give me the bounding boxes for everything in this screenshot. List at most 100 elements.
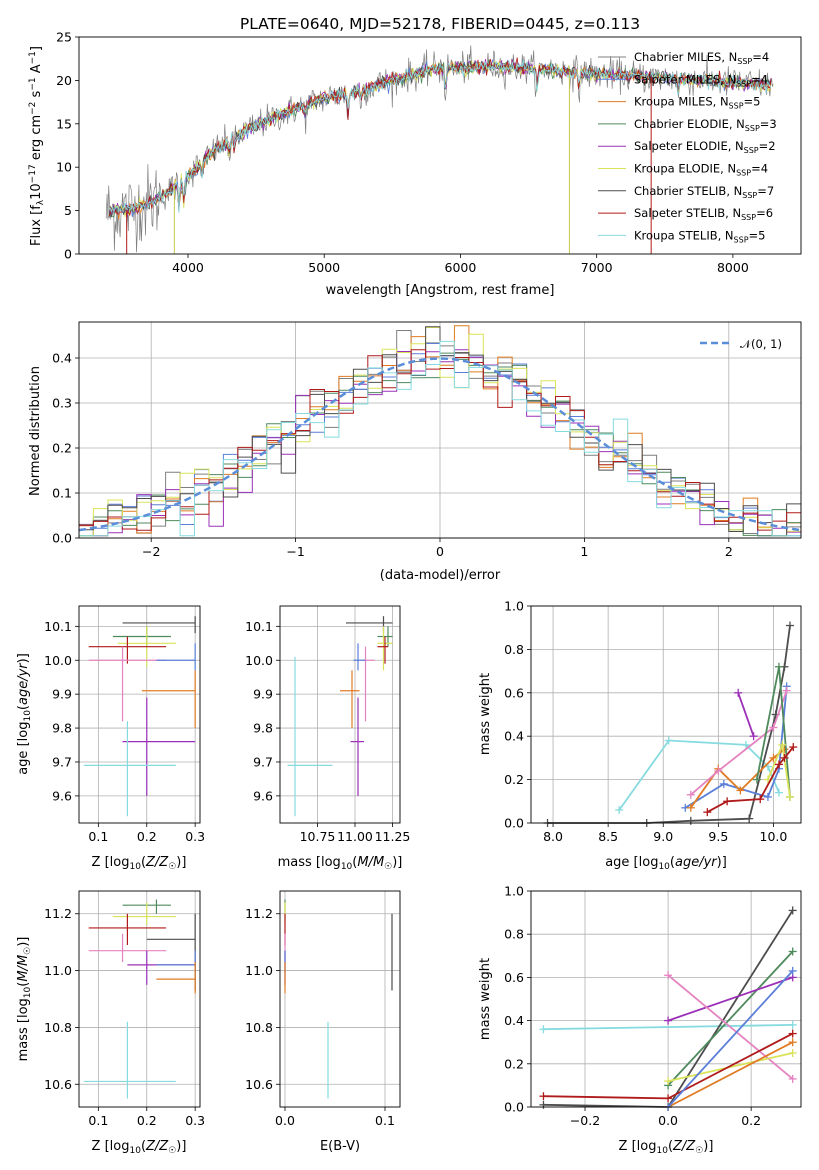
legend-entry: Salpeter STELIB, NSSP=6: [634, 206, 773, 222]
residual-ylabel: Normed distribution: [28, 366, 43, 496]
spectrum-ytick-label: 25: [56, 30, 72, 45]
age-vs-z-ylabel: age [log10(age/yr)]: [16, 653, 33, 775]
mass-vs-ebv-ytick-label: 10.6: [245, 1077, 273, 1092]
weight-vs-z-line: [667, 950, 794, 1087]
legend-entry: Chabrier ELODIE, NSSP=3: [634, 117, 777, 133]
weight-vs-age-line: [690, 690, 788, 796]
mass-vs-ebv-ytick-label: 11.2: [245, 906, 273, 921]
age-vs-mass-ytick-label: 10.1: [245, 619, 273, 634]
age-vs-mass-frame: [279, 605, 401, 824]
spectrum-model-line: [108, 60, 772, 214]
residual-frame: [78, 321, 802, 539]
spectrum-ytick-label: 15: [56, 116, 72, 131]
weight-vs-age-xtick-label: 9.0: [653, 829, 673, 844]
age-vs-mass-ytick-label: 10.0: [245, 653, 273, 668]
spectrum-xtick-label: 6000: [445, 260, 477, 275]
weight-vs-age-ytick-label: 0.2: [504, 772, 524, 787]
spectrum-xtick-label: 7000: [581, 260, 613, 275]
weight-vs-age-xtick-label: 8.0: [543, 829, 563, 844]
weight-vs-age-ytick-label: 0.8: [504, 642, 524, 657]
age-vs-z-ytick-label: 9.7: [52, 754, 72, 769]
mass-vs-z-ytick-label: 10.8: [44, 1020, 72, 1035]
mass-vs-z-xlabel: Z [log10(Z/Z☉)]: [92, 1139, 187, 1156]
residual-panel: −2 −1 0 1 2 0.0 0.1 0.2 0.3 0.4: [52, 321, 802, 559]
age-vs-z-xtick-label: 0.3: [185, 829, 205, 844]
mass-vs-ebv-frame: [279, 890, 401, 1108]
weight-vs-z-ytick-label: 0.4: [504, 1013, 524, 1028]
weight-vs-z-line: [667, 974, 794, 1080]
weight-vs-age-xtick-label: 10.0: [760, 829, 788, 844]
legend-entry: Chabrier STELIB, NSSP=7: [634, 184, 774, 200]
residual-legend: 𝒩(0, 1): [700, 337, 782, 351]
weight-vs-age-ytick-label: 0.4: [504, 729, 524, 744]
weight-vs-z-xlabel: Z [log10(Z/Z☉)]: [619, 1139, 714, 1156]
weight-vs-z-line: [667, 1041, 794, 1108]
spectrum-ytick-label: 20: [56, 73, 72, 88]
spectrum-xtick-label: 5000: [308, 260, 340, 275]
weight-vs-age-line: [737, 692, 755, 737]
age-vs-mass-panel: 10.75 11.00 11.25 9.6 9.7 9.8 9.9 10.0 10.1: [245, 605, 410, 844]
weight-vs-z-xtick-label: 0.0: [658, 1113, 678, 1128]
residual-xtick-label: 1: [580, 544, 588, 559]
legend-entry: Salpeter MILES, NSSP=4: [634, 72, 768, 88]
mass-vs-z-xtick-label: 0.2: [137, 1113, 157, 1128]
weight-vs-age-xtick-label: 8.5: [598, 829, 618, 844]
mass-vs-ebv-xtick-label: 0.1: [375, 1113, 395, 1128]
age-vs-z-ytick-label: 9.9: [52, 687, 72, 702]
spectrum-ytick-label: 0: [64, 247, 72, 262]
age-vs-mass-xlabel: mass [log10(M/M☉)]: [278, 855, 403, 872]
residual-steps: [79, 325, 801, 537]
age-vs-mass-ytick-label: 9.8: [253, 721, 273, 736]
weight-vs-z-line: [667, 970, 794, 1108]
weight-vs-age-panel: 8.0 8.5 9.0 9.5 10.0 0.0 0.2 0.4 0.6 0.8 1.0: [504, 599, 802, 844]
spectrum-lines: [105, 45, 774, 254]
mass-vs-z-xtick-label: 0.1: [88, 1113, 108, 1128]
age-vs-z-ytick-label: 10.1: [44, 619, 72, 634]
weight-vs-age-ytick-label: 1.0: [504, 599, 524, 614]
age-vs-z-ytick-label: 9.6: [52, 788, 72, 803]
mass-vs-ebv-panel: 0.0 0.1 10.6 10.8 11.0 11.2: [245, 890, 401, 1128]
normal-curve: [79, 357, 801, 532]
age-vs-mass-ytick-label: 9.7: [253, 754, 273, 769]
weight-vs-z-ytick-label: 0.6: [504, 970, 524, 985]
residual-hist: [79, 340, 801, 537]
residual-xtick-label: 2: [725, 544, 733, 559]
weight-vs-age-xlabel: age [log10(age/yr)]: [605, 855, 727, 872]
age-vs-mass-xtick-label: 10.75: [300, 829, 336, 844]
age-vs-z-ytick-label: 9.8: [52, 721, 72, 736]
age-vs-mass-xtick-label: 11.00: [337, 829, 373, 844]
residual-ytick-label: 0.4: [52, 351, 72, 366]
weight-vs-z-panel: −0.2 0.0 0.2 0.0 0.2 0.4 0.6 0.8 1.0: [504, 884, 802, 1128]
legend-entry: Chabrier MILES, NSSP=4: [634, 50, 769, 66]
weight-vs-age-line: [706, 746, 795, 813]
normal-legend-label: 𝒩(0, 1): [740, 337, 782, 351]
weight-vs-age-ylabel: mass weight: [478, 673, 493, 755]
mass-vs-z-xtick-label: 0.3: [185, 1113, 205, 1128]
spectrum-xlabel: wavelength [Angstrom, rest frame]: [326, 283, 555, 298]
mass-vs-ebv-ytick-label: 11.0: [245, 963, 273, 978]
weight-vs-z-line: [543, 1024, 793, 1031]
weight-vs-age-ytick-label: 0.6: [504, 685, 524, 700]
residual-xtick-label: −2: [142, 544, 160, 559]
age-vs-z-xlabel: Z [log10(Z/Z☉)]: [92, 855, 187, 872]
mass-vs-z-ytick-label: 11.0: [44, 963, 72, 978]
residual-ytick-label: 0.1: [52, 486, 72, 501]
mass-vs-ebv-xlabel: E(B-V): [320, 1139, 360, 1154]
residual-xtick-label: 0: [436, 544, 444, 559]
weight-vs-z-line: [667, 976, 793, 1022]
weight-vs-z-frame: [530, 890, 802, 1108]
weight-vs-z-ytick-label: 1.0: [504, 884, 524, 899]
mass-vs-z-panel: 0.1 0.2 0.3 10.6 10.8 11.0 11.2: [44, 890, 205, 1128]
spectrum-ytick-label: 5: [64, 203, 72, 218]
age-vs-z-frame: [78, 605, 201, 824]
mass-vs-z-frame: [78, 890, 201, 1108]
residual-xtick-label: −1: [286, 544, 304, 559]
mass-vs-z-ylabel: mass [log10(M/M☉)]: [16, 937, 33, 1062]
age-vs-z-ytick-label: 10.0: [44, 653, 72, 668]
spectrum-ylabel: Flux [fλ10−17 erg cm−2 s−1 A−1]: [28, 46, 46, 246]
residual-ytick-label: 0.3: [52, 396, 72, 411]
spectrum-frame: [78, 36, 802, 255]
mass-vs-z-ytick-label: 11.2: [44, 906, 72, 921]
mass-vs-ebv-xtick-label: 0.0: [275, 1113, 295, 1128]
